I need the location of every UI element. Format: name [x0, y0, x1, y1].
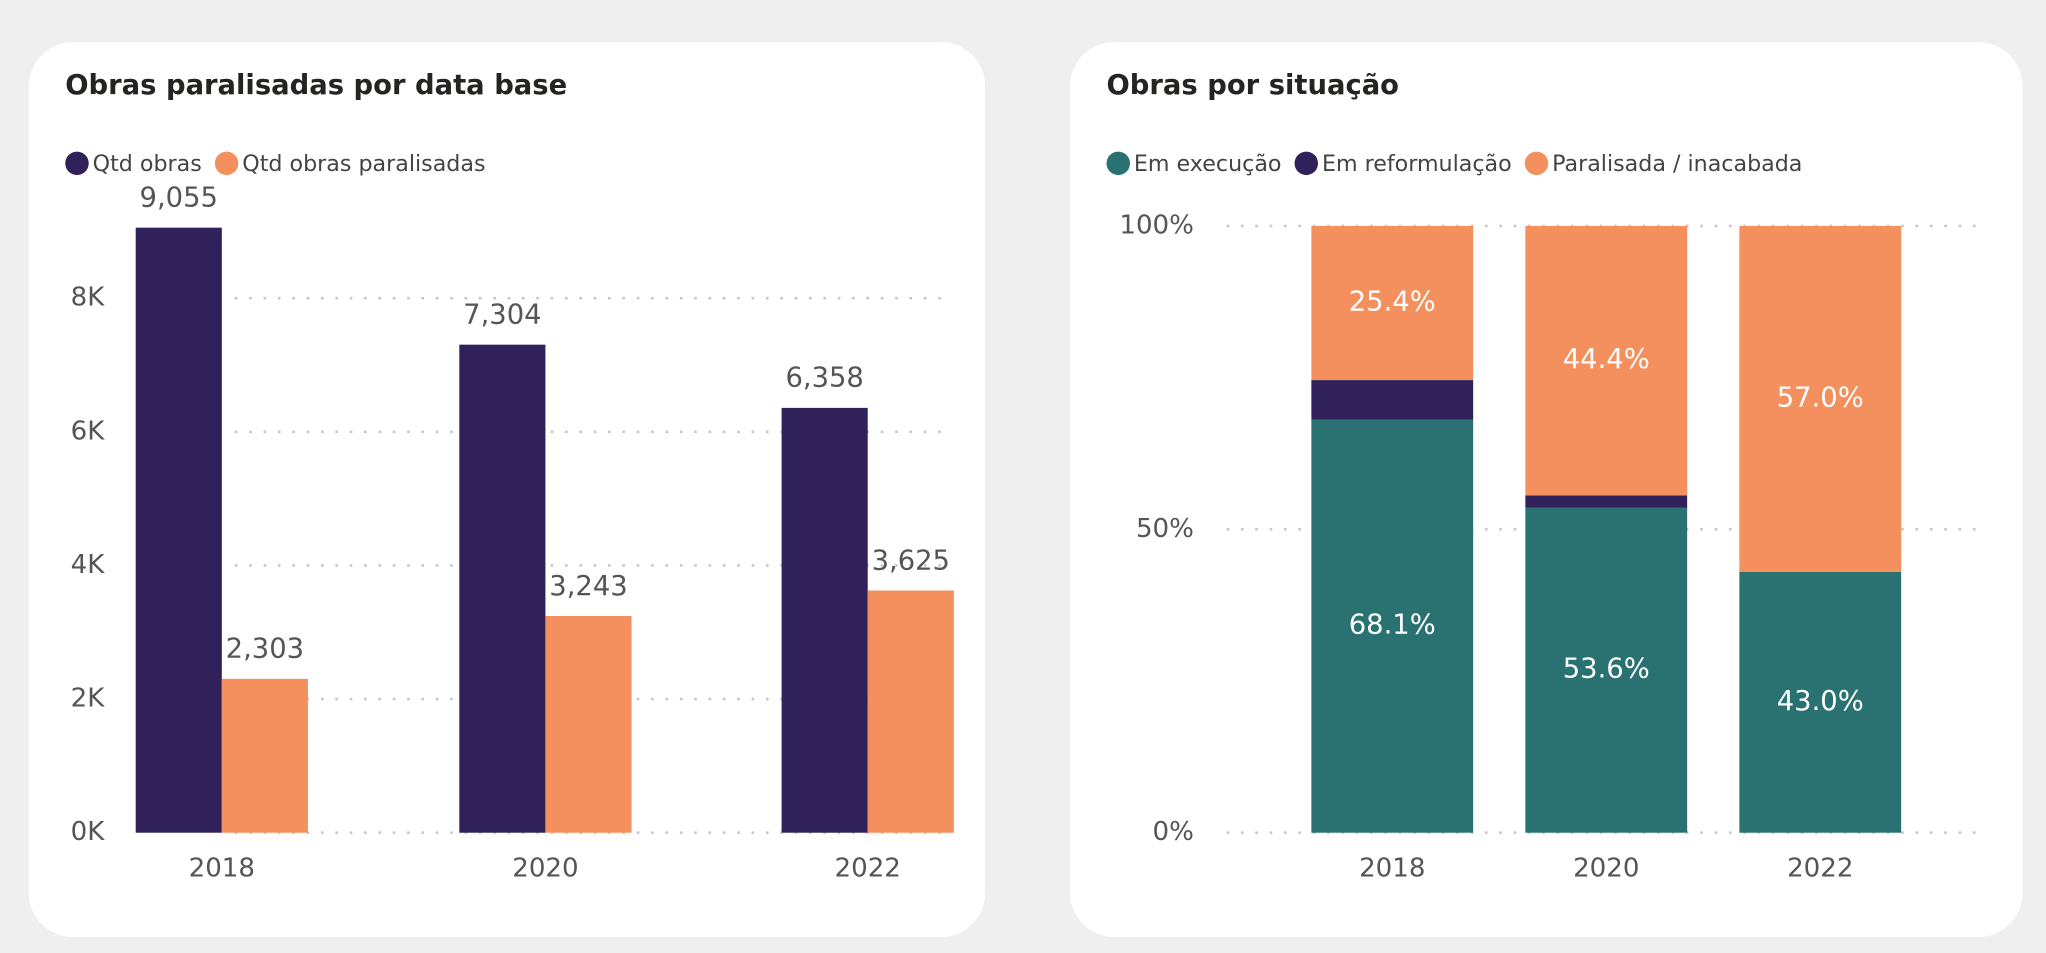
data-label: 25.4%	[1349, 287, 1436, 318]
bar	[135, 227, 222, 833]
y-tick-label: 50%	[1136, 514, 1194, 544]
legend-marker	[1524, 151, 1549, 176]
bar-segment	[1311, 419, 1474, 833]
bar-segment	[1739, 571, 1902, 833]
data-label: 6,358	[785, 363, 863, 394]
legend-marker	[1106, 151, 1130, 176]
data-label: 9,055	[140, 182, 218, 213]
x-tick-label: 2022	[835, 854, 901, 884]
y-tick-label: 0K	[71, 817, 106, 847]
legend-label: Paralisada / inacabada	[1552, 151, 1802, 177]
data-label: 3,243	[549, 571, 627, 602]
y-tick-label: 0%	[1153, 817, 1194, 847]
bar	[459, 344, 546, 833]
bar-segment	[1311, 380, 1474, 420]
chart-title: Obras paralisadas por data base	[65, 70, 567, 101]
data-label: 68.1%	[1349, 610, 1436, 641]
data-label: 3,625	[872, 545, 950, 576]
y-tick-label: 6K	[71, 416, 106, 446]
legend-label: Em execução	[1134, 151, 1282, 177]
bar-segment	[1525, 225, 1688, 496]
legend-marker	[214, 151, 239, 176]
x-tick-label: 2020	[512, 854, 578, 884]
y-tick-label: 4K	[71, 550, 106, 580]
y-tick-label: 100%	[1119, 210, 1194, 240]
bar-segment	[1739, 225, 1902, 572]
x-tick-label: 2018	[189, 854, 255, 884]
bar-segment	[1525, 495, 1688, 508]
x-tick-label: 2022	[1787, 854, 1853, 884]
bar-segment	[1311, 225, 1474, 381]
bar-segment	[1525, 507, 1688, 833]
data-label: 44.4%	[1563, 344, 1650, 375]
x-tick-label: 2020	[1573, 854, 1639, 884]
data-label: 57.0%	[1777, 382, 1864, 413]
data-label: 7,304	[463, 299, 541, 330]
bar	[545, 616, 632, 833]
bar	[781, 407, 868, 833]
legend-marker	[1294, 151, 1319, 176]
bar	[867, 590, 954, 833]
data-label: 2,303	[226, 634, 304, 665]
data-label: 43.0%	[1777, 686, 1864, 717]
x-tick-label: 2018	[1359, 854, 1425, 884]
legend-label: Em reformulação	[1322, 151, 1512, 177]
legend-label: Qtd obras paralisadas	[242, 151, 485, 177]
chart-title: Obras por situação	[1107, 70, 1399, 101]
legend-label: Qtd obras	[93, 151, 202, 177]
y-tick-label: 8K	[71, 283, 106, 313]
data-label: 53.6%	[1563, 654, 1650, 685]
legend-marker	[65, 151, 89, 176]
y-tick-label: 2K	[71, 684, 106, 714]
bar	[221, 678, 308, 833]
